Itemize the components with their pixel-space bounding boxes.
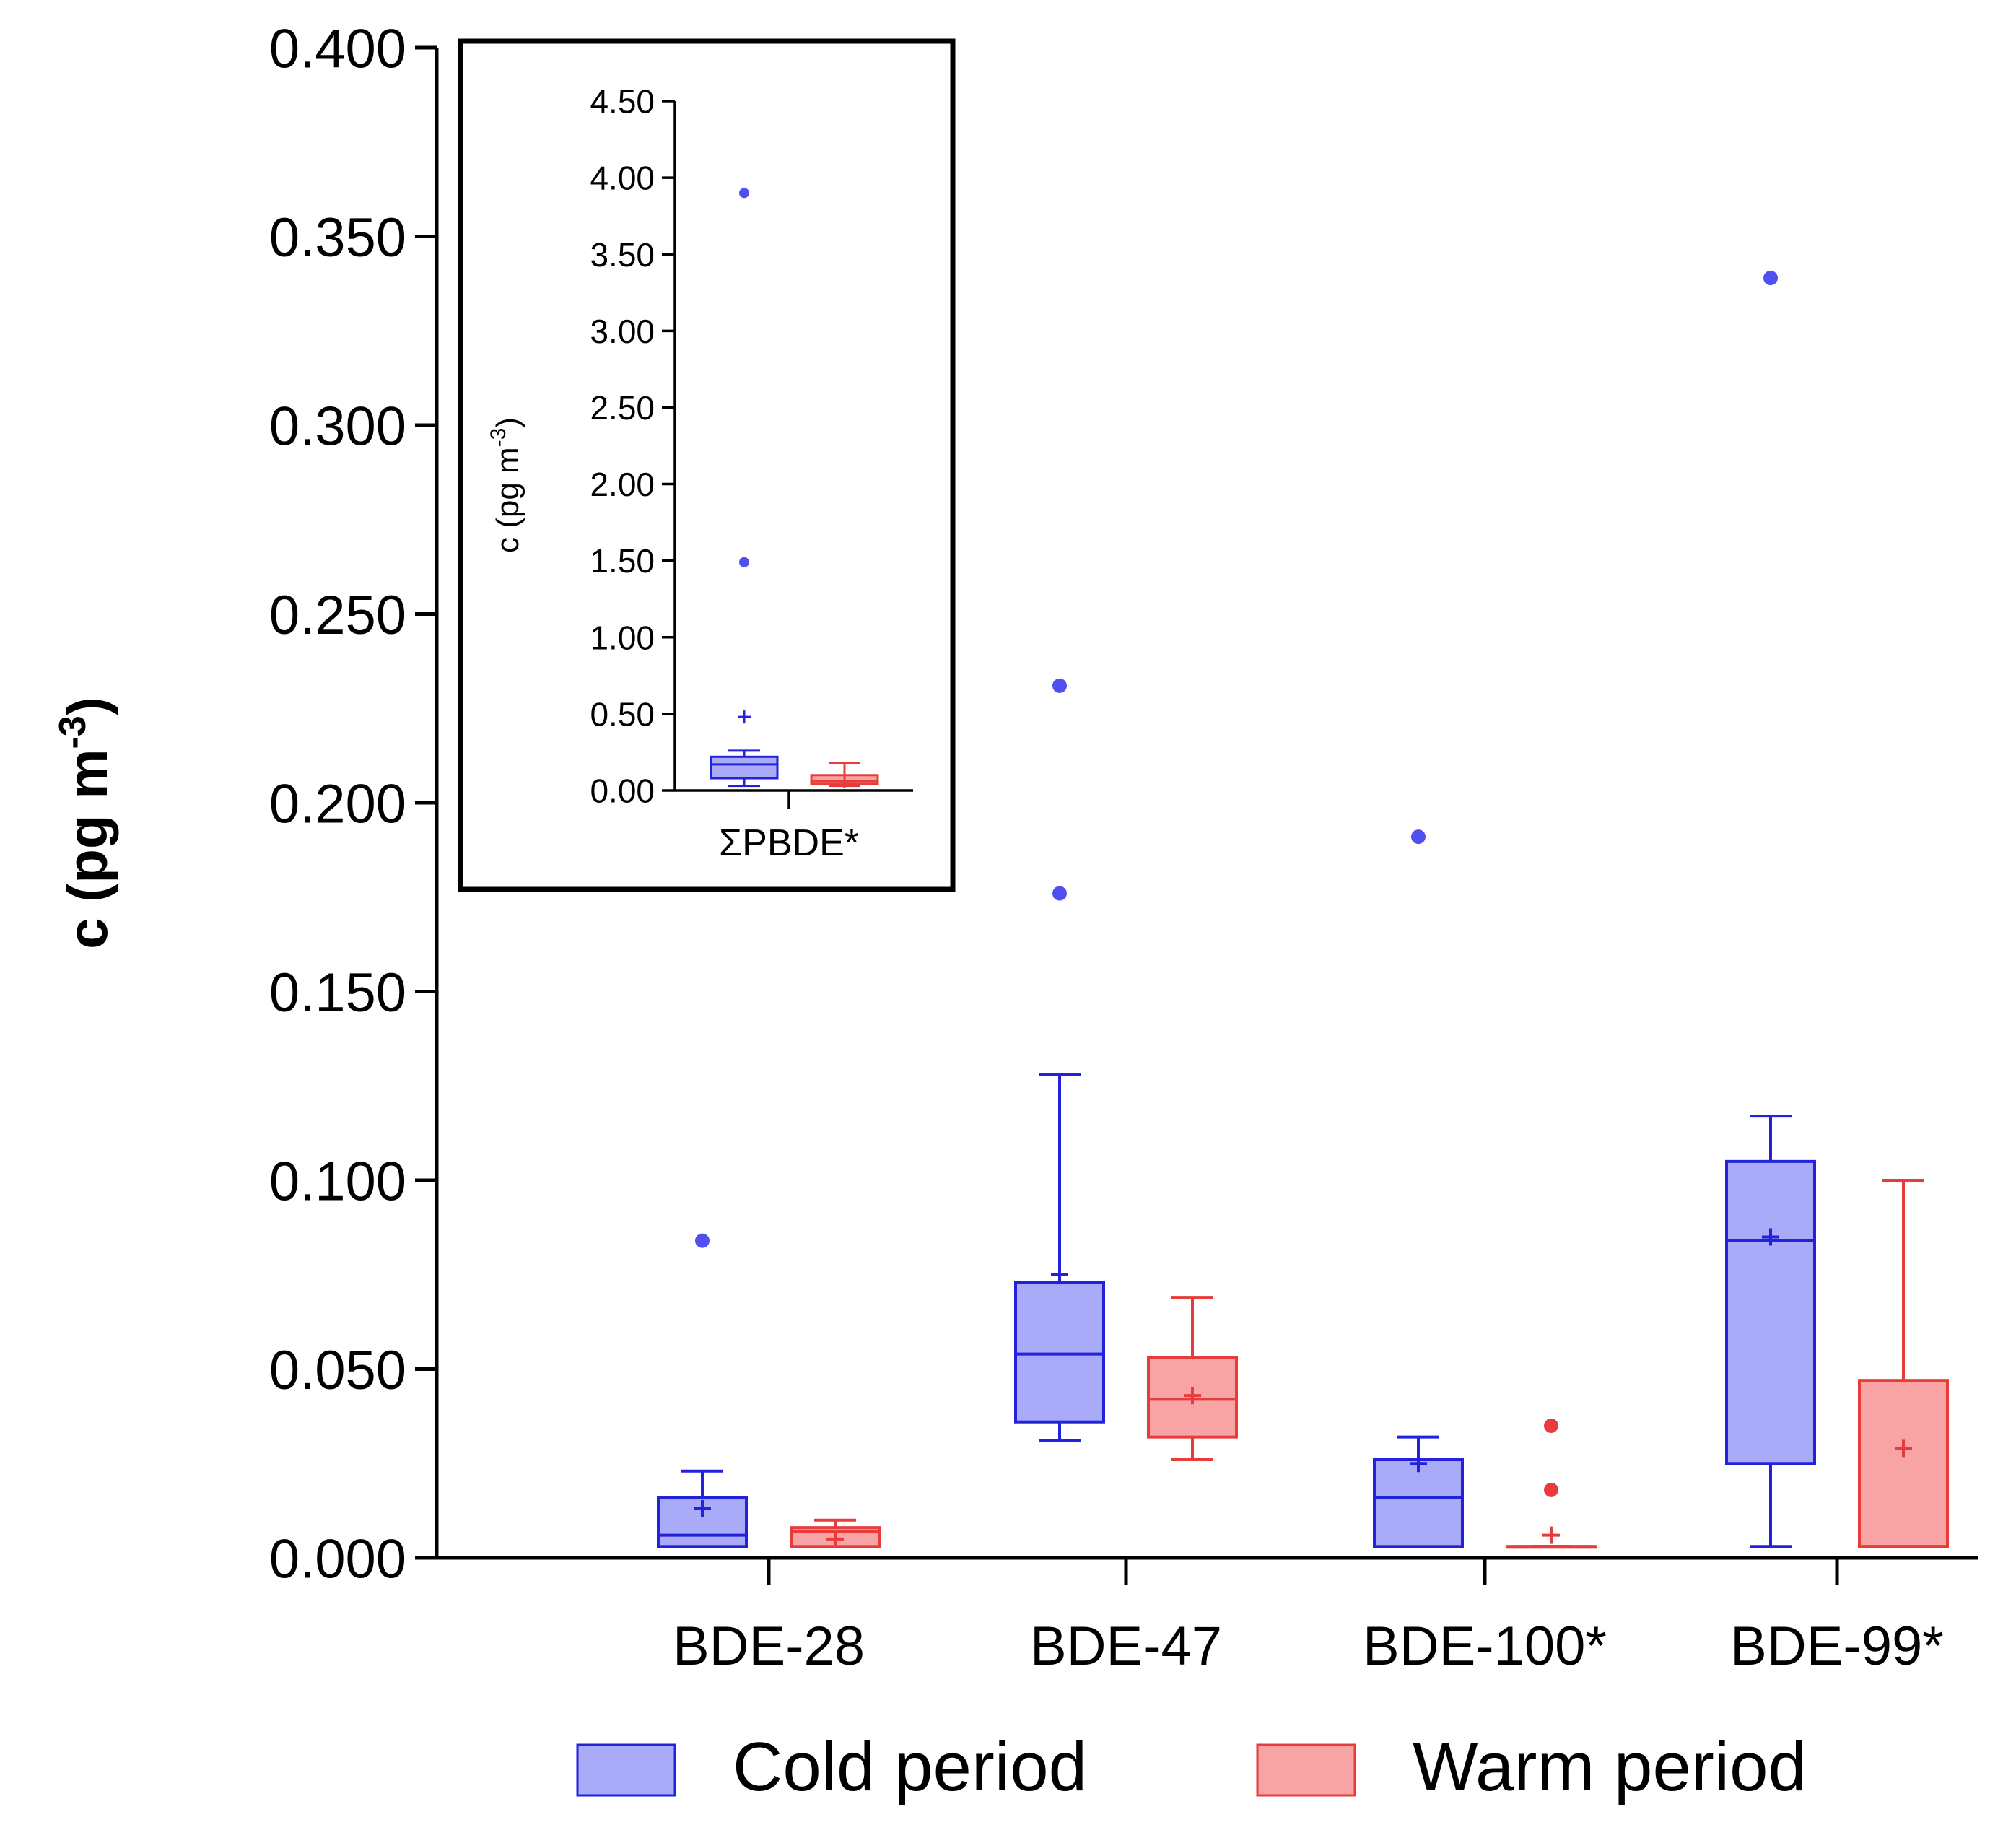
boxplot [1014, 678, 1105, 1442]
boxplot [810, 762, 879, 788]
legend-swatch-cold [576, 1743, 676, 1797]
y-tick-label: 3.50 [590, 236, 655, 274]
box-iqr [1858, 1379, 1949, 1548]
y-tick-label: 4.50 [590, 83, 655, 121]
outlier-point [1052, 886, 1067, 901]
main-axes: 0.000 0.050 0.100 0.150 0.200 0.250 0.300 0.350… [269, 18, 1978, 1677]
y-tick-label: 2.50 [590, 389, 655, 427]
legend-swatch-warm [1256, 1743, 1356, 1797]
main-chart: 0.000 0.050 0.100 0.150 0.200 0.250 0.300 0.350… [52, 18, 1978, 1677]
outlier-point [739, 557, 749, 567]
outlier-point [739, 188, 749, 199]
boxplot [1725, 271, 1816, 1548]
boxplot [1506, 1418, 1597, 1549]
outlier-point [1411, 829, 1426, 845]
boxplot [710, 188, 779, 788]
y-tick-label: 1.00 [590, 619, 655, 656]
box-iqr [710, 755, 779, 780]
main-y-axis-title: c (pg m-3) [52, 697, 119, 949]
box-iqr [1014, 1281, 1105, 1424]
y-tick-label: 0.000 [269, 1528, 406, 1590]
y-tick-label: 0.050 [269, 1340, 406, 1401]
y-tick-label: 0.50 [590, 695, 655, 733]
boxplot [1373, 829, 1464, 1548]
inset-y-axis-title: c (pg m-3) [486, 417, 525, 553]
outlier-point [695, 1233, 710, 1248]
y-tick-label: 0.200 [269, 773, 406, 835]
outlier-point [1763, 271, 1778, 286]
x-tick-label: BDE-100* [1363, 1616, 1607, 1677]
x-tick-label: ΣPBDE* [719, 822, 859, 864]
y-tick-label: 2.00 [590, 466, 655, 503]
x-tick-label: BDE-47 [1030, 1616, 1222, 1677]
boxplot [1858, 1179, 1949, 1548]
boxplot [790, 1518, 881, 1548]
inset-frame [458, 38, 956, 892]
y-tick-label: 0.350 [269, 207, 406, 269]
inset-boxplots [710, 188, 879, 788]
y-tick-label: 0.400 [269, 18, 406, 79]
y-tick-label: 0.150 [269, 962, 406, 1024]
y-tick-label: 0.100 [269, 1151, 406, 1212]
y-tick-label: 4.00 [590, 160, 655, 197]
outlier-point [1544, 1418, 1558, 1433]
legend: Cold period Warm period [576, 1728, 1807, 1805]
y-tick-label: 1.50 [590, 542, 655, 580]
main-boxplots [657, 271, 1949, 1549]
boxplot [1147, 1296, 1238, 1462]
boxplot [657, 1233, 748, 1548]
y-tick-label: 0.00 [590, 772, 655, 810]
box-iqr [1725, 1159, 1816, 1465]
outlier-point [1544, 1482, 1558, 1497]
inset-chart: 0.00 0.50 1.00 1.50 2.00 2.50 3.00 3.50 4.00 4.50… [458, 38, 956, 892]
x-tick-label: BDE-28 [673, 1616, 865, 1677]
box-iqr [1373, 1458, 1464, 1548]
y-tick-label: 0.300 [269, 396, 406, 457]
legend-label-cold: Cold period [733, 1728, 1087, 1805]
outlier-point [1052, 678, 1067, 693]
x-tick-label: BDE-99* [1730, 1616, 1944, 1677]
legend-label-warm: Warm period [1413, 1728, 1807, 1805]
y-tick-label: 3.00 [590, 313, 655, 350]
y-tick-label: 0.250 [269, 585, 406, 646]
inset-axes: 0.00 0.50 1.00 1.50 2.00 2.50 3.00 3.50 4.00 4.50… [590, 83, 913, 864]
